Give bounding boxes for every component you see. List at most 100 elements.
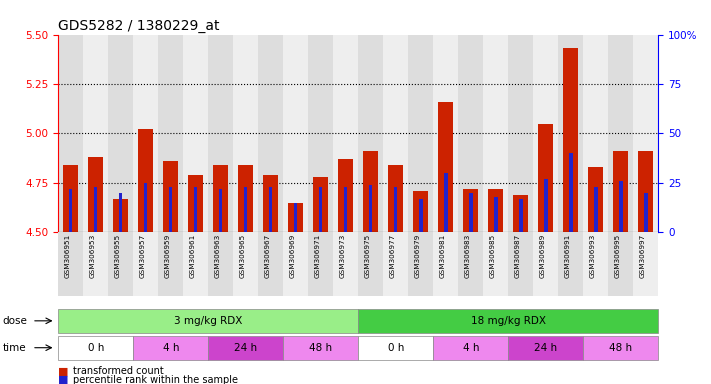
- Bar: [314, 177, 328, 232]
- Bar: [113, 199, 128, 232]
- Text: GSM306995: GSM306995: [615, 234, 621, 278]
- Bar: [309, 35, 333, 232]
- Bar: [144, 183, 147, 232]
- Bar: [644, 193, 648, 232]
- Text: 24 h: 24 h: [234, 343, 257, 353]
- Bar: [188, 175, 203, 232]
- Bar: [258, 35, 284, 232]
- Bar: [164, 161, 178, 232]
- Bar: [159, 35, 183, 232]
- Bar: [194, 187, 198, 232]
- Bar: [619, 181, 623, 232]
- Bar: [269, 187, 272, 232]
- Text: GSM306959: GSM306959: [165, 234, 171, 278]
- Bar: [563, 48, 578, 232]
- Text: GSM306993: GSM306993: [590, 234, 596, 278]
- Bar: [494, 197, 498, 232]
- Text: 0 h: 0 h: [87, 343, 104, 353]
- Bar: [508, 35, 533, 232]
- Bar: [609, 35, 634, 232]
- Text: GSM306963: GSM306963: [215, 234, 221, 278]
- Text: transformed count: transformed count: [73, 366, 164, 376]
- Bar: [263, 175, 278, 232]
- Bar: [363, 151, 378, 232]
- Bar: [338, 159, 353, 232]
- Text: 0 h: 0 h: [387, 343, 404, 353]
- Bar: [584, 35, 609, 232]
- Text: ■: ■: [58, 366, 69, 376]
- Bar: [134, 35, 159, 232]
- Bar: [544, 179, 547, 232]
- Bar: [69, 189, 73, 232]
- Bar: [558, 35, 584, 232]
- Bar: [408, 35, 434, 232]
- Bar: [183, 35, 208, 232]
- Text: time: time: [3, 343, 26, 353]
- Bar: [634, 35, 658, 232]
- Text: 3 mg/kg RDX: 3 mg/kg RDX: [174, 316, 242, 326]
- Bar: [638, 151, 653, 232]
- Bar: [119, 193, 122, 232]
- Bar: [570, 153, 572, 232]
- Bar: [594, 187, 597, 232]
- Bar: [333, 35, 358, 232]
- Bar: [413, 191, 428, 232]
- Bar: [319, 187, 323, 232]
- Text: GSM306981: GSM306981: [440, 234, 446, 278]
- Text: GSM306967: GSM306967: [264, 234, 271, 278]
- Text: GSM306969: GSM306969: [290, 234, 296, 278]
- Bar: [513, 195, 528, 232]
- Bar: [464, 189, 479, 232]
- Bar: [358, 35, 383, 232]
- Text: GSM306965: GSM306965: [240, 234, 246, 278]
- Text: GSM306953: GSM306953: [90, 234, 96, 278]
- Text: GSM306991: GSM306991: [565, 234, 571, 278]
- Bar: [219, 189, 223, 232]
- Text: GSM306989: GSM306989: [540, 234, 546, 278]
- Bar: [434, 35, 459, 232]
- Bar: [533, 35, 558, 232]
- Text: GSM306987: GSM306987: [515, 234, 521, 278]
- Text: GSM306961: GSM306961: [190, 234, 196, 278]
- Bar: [289, 203, 304, 232]
- Text: 4 h: 4 h: [463, 343, 479, 353]
- Bar: [488, 189, 503, 232]
- Bar: [63, 165, 78, 232]
- Bar: [419, 199, 422, 232]
- Bar: [344, 187, 348, 232]
- Bar: [108, 35, 134, 232]
- Bar: [444, 173, 447, 232]
- Text: 48 h: 48 h: [609, 343, 633, 353]
- Bar: [238, 165, 253, 232]
- Bar: [614, 151, 629, 232]
- Bar: [88, 157, 103, 232]
- Bar: [383, 35, 408, 232]
- Bar: [58, 35, 83, 232]
- Bar: [83, 35, 108, 232]
- Text: GSM306951: GSM306951: [65, 234, 71, 278]
- Bar: [519, 199, 523, 232]
- Text: dose: dose: [3, 316, 28, 326]
- Bar: [394, 187, 397, 232]
- Bar: [439, 102, 454, 232]
- Bar: [244, 187, 247, 232]
- Text: GSM306997: GSM306997: [640, 234, 646, 278]
- Text: 18 mg/kg RDX: 18 mg/kg RDX: [471, 316, 546, 326]
- Text: GSM306985: GSM306985: [490, 234, 496, 278]
- Bar: [294, 203, 297, 232]
- Text: GDS5282 / 1380229_at: GDS5282 / 1380229_at: [58, 20, 220, 33]
- Bar: [459, 35, 483, 232]
- Text: GSM306955: GSM306955: [114, 234, 121, 278]
- Bar: [94, 187, 97, 232]
- Text: GSM306957: GSM306957: [140, 234, 146, 278]
- Bar: [388, 165, 403, 232]
- Bar: [538, 124, 553, 232]
- Bar: [284, 35, 309, 232]
- Text: percentile rank within the sample: percentile rank within the sample: [73, 375, 237, 384]
- Bar: [213, 165, 228, 232]
- Bar: [233, 35, 258, 232]
- Bar: [169, 187, 173, 232]
- Text: GSM306973: GSM306973: [340, 234, 346, 278]
- Bar: [208, 35, 233, 232]
- Text: GSM306979: GSM306979: [415, 234, 421, 278]
